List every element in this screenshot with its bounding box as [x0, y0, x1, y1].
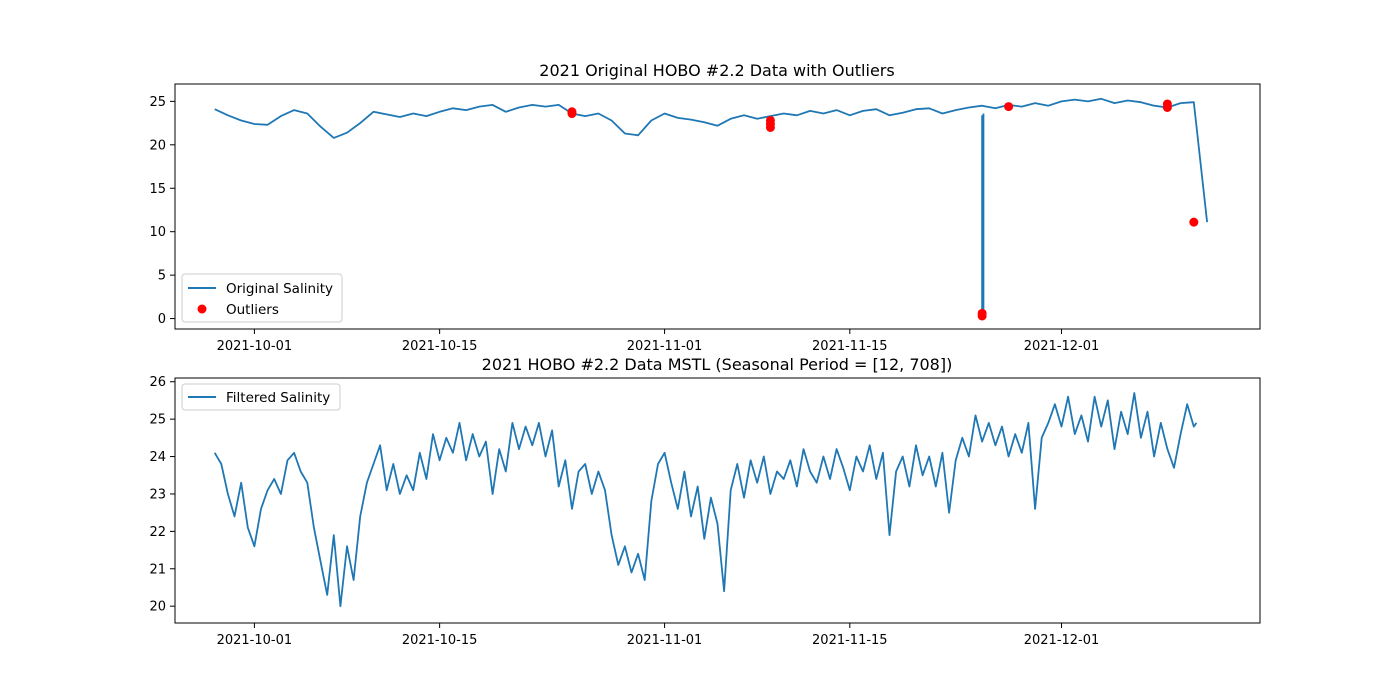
y-tick-label-0-3: 15 — [149, 182, 166, 197]
top-chart-legend: Original Salinity Outliers — [181, 273, 343, 323]
x-tick-label-1-0: 2021-10-01 — [217, 633, 293, 648]
y-tick-label-1-1: 21 — [149, 562, 166, 577]
x-tick-label-0-0: 2021-10-01 — [217, 339, 293, 354]
outlier-point-10 — [1189, 217, 1199, 227]
bottom-chart-title: 2021 HOBO #2.2 Data MSTL (Seasonal Perio… — [482, 355, 953, 374]
top-chart-frame — [174, 83, 1261, 330]
y-tick-label-1-4: 24 — [149, 450, 166, 465]
y-tick-label-0-2: 10 — [149, 225, 166, 240]
top-chart: 2021 Original HOBO #2.2 Data with Outlie… — [149, 61, 1261, 354]
top-chart-title: 2021 Original HOBO #2.2 Data with Outlie… — [539, 61, 894, 80]
bottom-chart-frame — [174, 377, 1261, 624]
y-tick-label-0-5: 25 — [149, 95, 166, 110]
x-tick-label-0-4: 2021-12-01 — [1024, 339, 1100, 354]
y-tick-label-0-0: 0 — [158, 312, 166, 327]
series-line-1-0 — [213, 392, 1198, 608]
y-tick-label-1-5: 25 — [149, 413, 166, 428]
x-tick-label-1-2: 2021-11-01 — [627, 633, 703, 648]
series-line-0-0 — [214, 97, 1208, 223]
y-tick-label-1-2: 22 — [149, 525, 166, 540]
top-chart-plot — [214, 97, 1208, 321]
bottom-chart-legend: Filtered Salinity — [181, 383, 341, 411]
bottom-legend-box — [181, 383, 341, 411]
x-tick-label-1-1: 2021-10-15 — [402, 633, 478, 648]
outlier-point-9 — [1162, 99, 1172, 109]
bottom-chart: 2021 HOBO #2.2 Data MSTL (Seasonal Perio… — [149, 355, 1261, 648]
y-tick-label-1-3: 23 — [149, 487, 166, 502]
x-tick-label-0-1: 2021-10-15 — [402, 339, 478, 354]
x-tick-label-0-2: 2021-11-01 — [627, 339, 703, 354]
outlier-point-7 — [1004, 102, 1014, 112]
bottom-chart-ticks: 2021-10-01 2021-10-15 2021-11-01 2021-11-15… — [149, 375, 1099, 648]
outlier-point-6 — [977, 311, 987, 321]
x-tick-label-1-3: 2021-11-15 — [812, 633, 888, 648]
bottom-chart-plot — [213, 392, 1198, 608]
top-legend-label-outliers: Outliers — [226, 302, 279, 318]
top-chart-ticks: 2021-10-01 2021-10-15 2021-11-01 2021-11-15… — [149, 95, 1099, 354]
y-tick-label-0-4: 20 — [149, 138, 166, 153]
top-legend-box — [181, 273, 343, 323]
bottom-legend-label-filtered: Filtered Salinity — [226, 390, 330, 406]
x-tick-label-1-4: 2021-12-01 — [1024, 633, 1100, 648]
top-legend-marker-swatch — [197, 304, 207, 314]
outlier-point-4 — [765, 115, 775, 125]
y-tick-label-1-0: 20 — [149, 600, 166, 615]
x-tick-label-0-3: 2021-11-15 — [812, 339, 888, 354]
y-tick-label-1-6: 26 — [149, 375, 166, 390]
y-tick-label-0-1: 5 — [158, 269, 166, 284]
top-legend-label-original: Original Salinity — [226, 281, 333, 297]
outlier-point-1 — [567, 109, 577, 119]
